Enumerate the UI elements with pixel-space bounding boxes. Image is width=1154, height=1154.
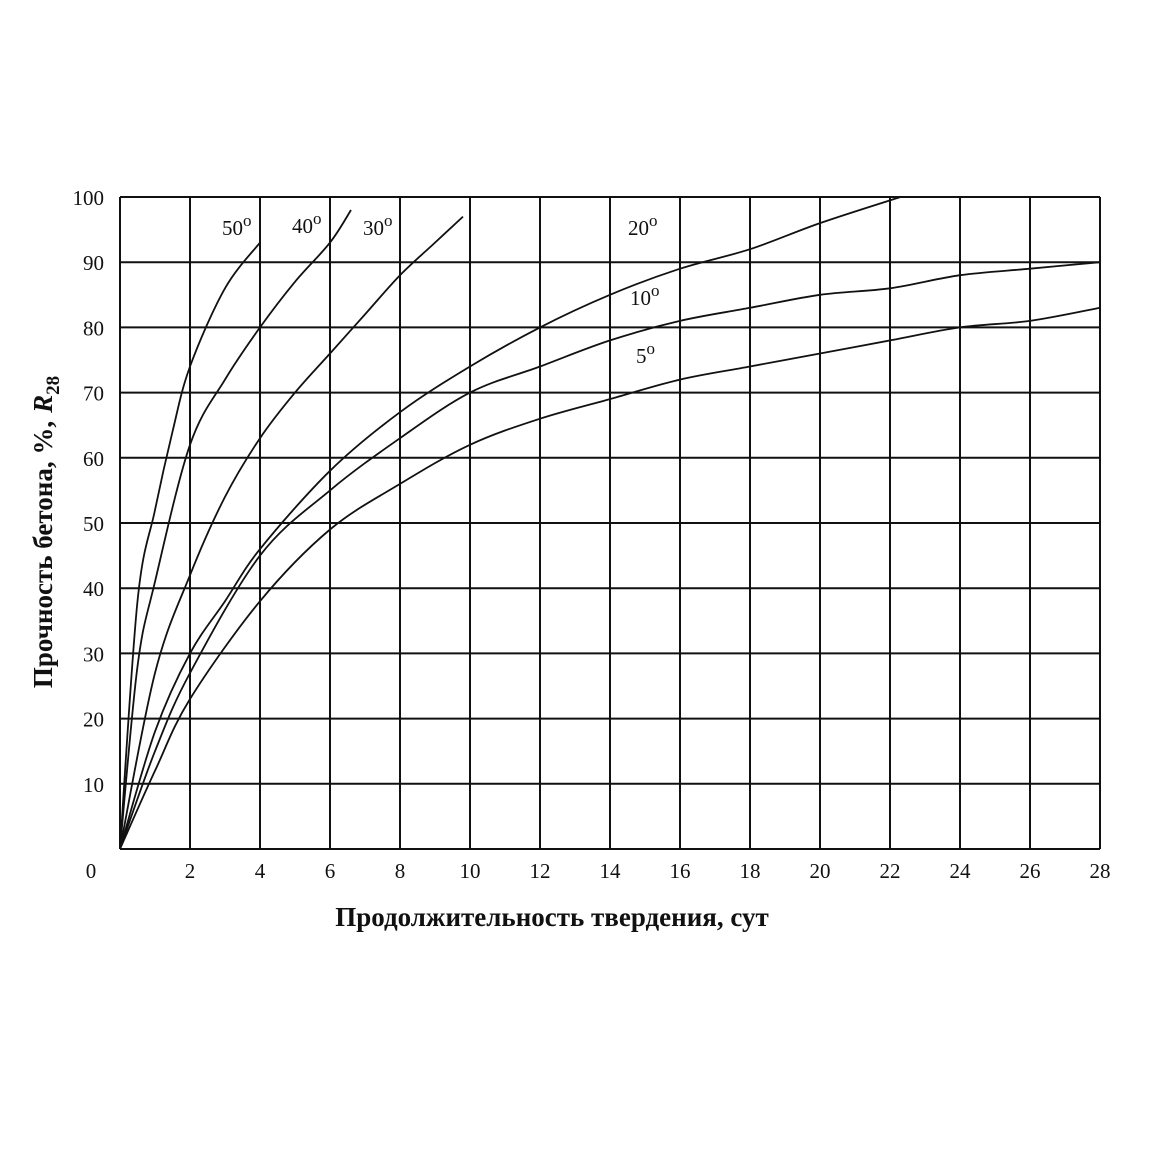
- series-label-value: 10: [630, 286, 651, 310]
- series-label-40: 40o: [292, 209, 322, 238]
- series-curve-30: [119, 215, 464, 850]
- degree-mark: o: [651, 281, 660, 300]
- x-tick-label: 24: [950, 859, 972, 883]
- series-curve-40: [119, 209, 352, 850]
- x-tick-label: 12: [530, 859, 551, 883]
- series-curve-50: [119, 242, 261, 850]
- x-tick-label: 26: [1020, 859, 1041, 883]
- y-axis-title-main: Прочность бетона, %,: [28, 421, 58, 688]
- series-label-value: 20: [628, 216, 649, 240]
- x-tick-label: 6: [325, 859, 336, 883]
- series-curves: [119, 196, 1101, 850]
- degree-mark: o: [647, 339, 656, 358]
- x-tick-label: 14: [600, 859, 622, 883]
- x-tick-label: 16: [670, 859, 691, 883]
- series-label-value: 40: [292, 214, 313, 238]
- y-tick-labels: 10 20 30 40 50 60 70 80 90 100: [73, 186, 105, 797]
- series-curve-5: [119, 306, 1101, 850]
- x-tick-labels: 0 2 4 6 8 10 12 14 16 18 20 22 24 26 28: [86, 859, 1111, 883]
- degree-mark: o: [384, 211, 393, 230]
- series-label-value: 30: [363, 216, 384, 240]
- x-tick-label: 2: [185, 859, 196, 883]
- y-axis-title-var: R: [28, 395, 58, 414]
- y-tick-label: 60: [83, 447, 104, 471]
- series-label-20: 20o: [628, 211, 658, 240]
- y-tick-label: 70: [83, 382, 104, 406]
- x-tick-label: 8: [395, 859, 406, 883]
- series-label-value: 50: [222, 216, 243, 240]
- y-axis-title-sub: 28: [43, 376, 64, 395]
- y-tick-label: 100: [73, 186, 105, 210]
- x-tick-label: 4: [255, 859, 266, 883]
- x-tick-label: 20: [810, 859, 831, 883]
- y-tick-label: 50: [83, 512, 104, 536]
- y-tick-label: 20: [83, 708, 104, 732]
- series-curve-20: [119, 196, 901, 850]
- y-tick-label: 90: [83, 251, 104, 275]
- x-tick-label: 22: [880, 859, 901, 883]
- x-tick-label: 28: [1090, 859, 1111, 883]
- y-tick-label: 40: [83, 577, 104, 601]
- y-tick-label: 10: [83, 773, 104, 797]
- x-tick-label: 0: [86, 859, 97, 883]
- grid: [119, 196, 1101, 850]
- x-axis-title: Продолжительность твердения, сут: [335, 902, 769, 932]
- series-label-50: 50o: [222, 211, 252, 240]
- degree-mark: o: [649, 211, 658, 230]
- degree-mark: o: [243, 211, 252, 230]
- series-label-10: 10o: [630, 281, 660, 310]
- y-tick-label: 80: [83, 316, 104, 340]
- series-label-value: 5: [636, 344, 647, 368]
- series-label-30: 30o: [363, 211, 393, 240]
- x-tick-label: 10: [460, 859, 481, 883]
- degree-mark: o: [313, 209, 322, 228]
- x-tick-label: 18: [740, 859, 761, 883]
- y-axis-title: Прочность бетона, %, R28: [28, 376, 64, 688]
- series-curve-10: [119, 261, 1101, 850]
- y-tick-label: 30: [83, 642, 104, 666]
- series-label-5: 5o: [636, 339, 655, 368]
